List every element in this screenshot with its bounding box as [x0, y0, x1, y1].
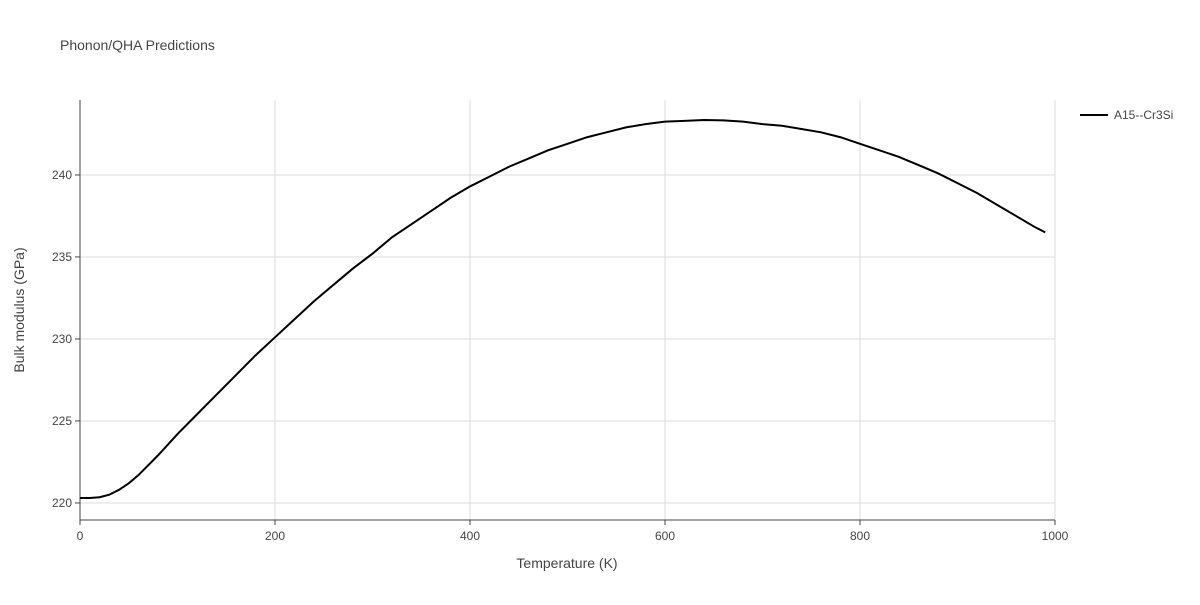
x-tick-label: 800: [850, 529, 870, 543]
y-tick-label: 220: [52, 496, 72, 510]
line-series: [80, 119, 1046, 500]
x-tick-label: 200: [265, 529, 285, 543]
x-tick-label: 600: [655, 529, 675, 543]
x-axis-label: Temperature (K): [516, 555, 617, 571]
x-tick-label: 400: [460, 529, 480, 543]
y-tick-label: 240: [52, 168, 72, 182]
x-tick-label: 0: [77, 529, 84, 543]
legend-label: A15--Cr3Si: [1114, 108, 1173, 122]
x-tick-label: 1000: [1042, 529, 1069, 543]
y-tick-label: 235: [52, 250, 72, 264]
y-tick-label: 230: [52, 332, 72, 346]
y-axis-label: Bulk modulus (GPa): [11, 247, 27, 372]
grid: [79, 100, 1056, 520]
y-tick-label: 225: [52, 414, 72, 428]
chart-title: Phonon/QHA Predictions: [60, 37, 215, 53]
